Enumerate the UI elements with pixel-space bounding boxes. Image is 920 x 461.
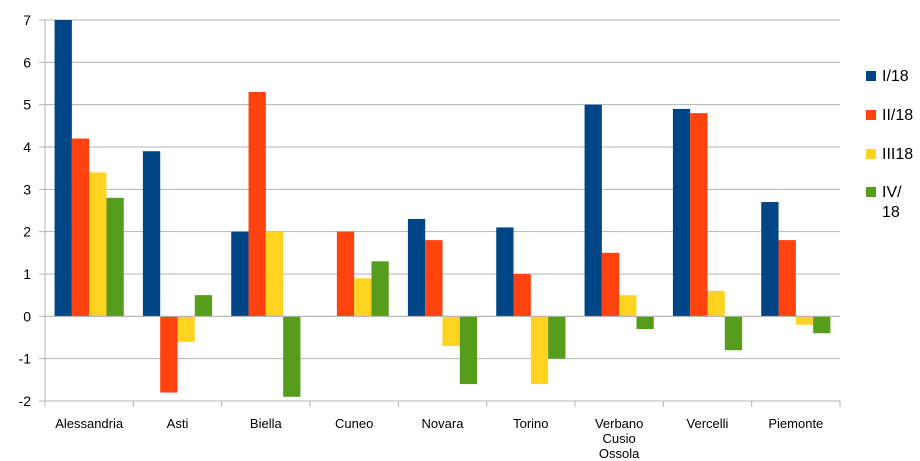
bar	[407, 218, 426, 317]
bar	[707, 290, 725, 317]
legend-swatch	[866, 71, 876, 81]
y-tick-label: 6	[23, 54, 31, 70]
bar	[265, 231, 284, 317]
bar	[813, 316, 831, 334]
bars	[54, 20, 831, 397]
bar	[371, 261, 389, 317]
bar	[160, 316, 178, 393]
x-category-label: Piemonte	[768, 416, 823, 431]
y-tick-label: -2	[19, 393, 32, 409]
bar	[177, 316, 195, 342]
bar	[724, 316, 743, 351]
bar	[231, 231, 249, 317]
x-category-label: Asti	[167, 416, 189, 431]
bar	[54, 20, 72, 317]
bar	[442, 316, 460, 346]
bar	[672, 108, 691, 317]
bar	[336, 231, 355, 317]
legend-swatch	[866, 110, 876, 120]
y-tick-label: 0	[23, 308, 31, 324]
y-tick-label: 5	[23, 97, 31, 113]
bar	[354, 278, 372, 317]
x-category-label: Vercelli	[687, 416, 729, 431]
legend-label: III18	[882, 146, 913, 163]
y-tick-label: 3	[23, 181, 31, 197]
bar	[513, 274, 531, 317]
bar	[425, 240, 443, 317]
bar	[283, 316, 301, 397]
bar	[248, 91, 266, 317]
bar	[194, 295, 213, 317]
bar	[530, 316, 549, 385]
legend-label: IV/18	[882, 184, 902, 221]
bar	[71, 138, 90, 317]
bar	[106, 197, 124, 317]
x-category-label: Cuneo	[335, 416, 373, 431]
bar	[601, 252, 620, 317]
axes	[39, 19, 841, 407]
x-category-labels: Alessandria Asti Biella Cuneo Novara Torino Ve…	[55, 416, 823, 461]
bar	[459, 316, 478, 385]
bar	[761, 202, 779, 317]
x-category-label: Novara	[422, 416, 465, 431]
bar	[619, 295, 637, 317]
legend-swatch	[866, 187, 876, 197]
x-category-label: Biella	[250, 416, 283, 431]
bar	[89, 172, 107, 317]
y-tick-label: 2	[23, 224, 31, 240]
bar	[584, 104, 602, 317]
y-tick-label: 7	[23, 12, 31, 28]
bar	[636, 316, 654, 330]
legend: I/18 II/18 III18 IV/18	[866, 68, 913, 221]
bar	[496, 227, 514, 317]
x-category-label: Alessandria	[55, 416, 124, 431]
bar	[795, 316, 814, 325]
legend-label: I/18	[882, 68, 909, 85]
y-tick-label: 4	[23, 139, 31, 155]
bar	[548, 316, 566, 359]
bar	[690, 113, 708, 317]
legend-label: II/18	[882, 107, 913, 124]
legend-swatch	[866, 149, 876, 159]
x-category-label: Verbano Cusio Ossola	[595, 416, 643, 461]
y-tick-label: -1	[19, 351, 32, 367]
bar	[778, 240, 796, 317]
y-tick-labels: -2 -1 0 1 2 3 4 5 6 7	[19, 12, 32, 409]
y-tick-label: 1	[23, 266, 31, 282]
bar	[142, 151, 161, 317]
x-category-label: Torino	[513, 416, 548, 431]
